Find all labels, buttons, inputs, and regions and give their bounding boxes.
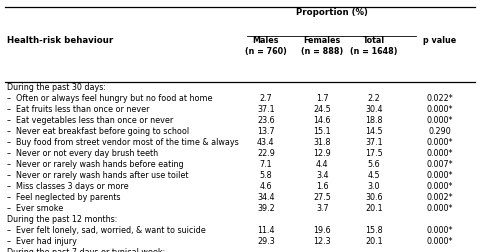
Text: –  Feel neglected by parents: – Feel neglected by parents [7,193,120,202]
Text: –  Buy food from street vendor most of the time & always: – Buy food from street vendor most of th… [7,138,239,147]
Text: –  Never or not every day brush teeth: – Never or not every day brush teeth [7,149,158,158]
Text: –  Never or rarely wash hands after use toilet: – Never or rarely wash hands after use t… [7,171,189,180]
Text: 22.9: 22.9 [257,149,275,158]
Text: 14.5: 14.5 [365,127,383,136]
Text: 43.4: 43.4 [257,138,275,147]
Text: 0.002*: 0.002* [427,193,453,202]
Text: 5.6: 5.6 [368,160,380,169]
Text: During the past 7 days or typical week:: During the past 7 days or typical week: [7,248,166,252]
Text: 27.5: 27.5 [313,193,331,202]
Text: –  Eat fruits less than once or never: – Eat fruits less than once or never [7,105,150,114]
Text: 1.6: 1.6 [316,182,329,191]
Text: 3.0: 3.0 [368,182,380,191]
Text: Health-risk behaviour: Health-risk behaviour [7,36,113,45]
Text: 15.8: 15.8 [365,226,383,235]
Text: 0.022*: 0.022* [427,94,453,103]
Text: 29.3: 29.3 [257,237,275,246]
Text: 5.8: 5.8 [260,171,272,180]
Text: 11.4: 11.4 [257,226,275,235]
Text: –  Eat vegetables less than once or never: – Eat vegetables less than once or never [7,116,173,125]
Text: 30.6: 30.6 [365,193,383,202]
Text: 3.7: 3.7 [316,204,329,213]
Text: 2.2: 2.2 [368,94,381,103]
Text: p value: p value [423,36,456,45]
Text: –  Never or rarely wash hands before eating: – Never or rarely wash hands before eati… [7,160,184,169]
Text: 0.000*: 0.000* [427,105,453,114]
Text: 31.8: 31.8 [313,138,331,147]
Text: 15.1: 15.1 [313,127,331,136]
Text: 37.1: 37.1 [365,138,383,147]
Text: 0.000*: 0.000* [427,237,453,246]
Text: 19.6: 19.6 [313,226,331,235]
Text: Females
(n = 888): Females (n = 888) [301,36,344,56]
Text: 1.7: 1.7 [316,94,329,103]
Text: 4.6: 4.6 [260,182,272,191]
Text: 34.4: 34.4 [257,193,275,202]
Text: 18.8: 18.8 [365,116,383,125]
Text: 23.6: 23.6 [257,116,275,125]
Text: –  Miss classes 3 days or more: – Miss classes 3 days or more [7,182,129,191]
Text: 3.4: 3.4 [316,171,329,180]
Text: 0.290: 0.290 [429,127,451,136]
Text: Males
(n = 760): Males (n = 760) [245,36,287,56]
Text: 0.000*: 0.000* [427,171,453,180]
Text: 0.000*: 0.000* [427,226,453,235]
Text: 14.6: 14.6 [313,116,331,125]
Text: 0.000*: 0.000* [427,149,453,158]
Text: 0.000*: 0.000* [427,204,453,213]
Text: –  Often or always feel hungry but no food at home: – Often or always feel hungry but no foo… [7,94,213,103]
Text: 20.1: 20.1 [365,237,383,246]
Text: During the past 30 days:: During the past 30 days: [7,83,106,92]
Text: –  Ever had injury: – Ever had injury [7,237,77,246]
Text: 0.000*: 0.000* [427,116,453,125]
Text: 13.7: 13.7 [257,127,275,136]
Text: 0.007*: 0.007* [427,160,453,169]
Text: 0.000*: 0.000* [427,182,453,191]
Text: 4.5: 4.5 [368,171,380,180]
Text: During the past 12 months:: During the past 12 months: [7,215,118,224]
Text: 37.1: 37.1 [257,105,275,114]
Text: 17.5: 17.5 [365,149,383,158]
Text: 30.4: 30.4 [365,105,383,114]
Text: Proportion (%): Proportion (%) [296,8,368,17]
Text: –  Never eat breakfast before going to school: – Never eat breakfast before going to sc… [7,127,189,136]
Text: 2.7: 2.7 [260,94,272,103]
Text: 12.3: 12.3 [313,237,331,246]
Text: 20.1: 20.1 [365,204,383,213]
Text: 7.1: 7.1 [260,160,272,169]
Text: –  Ever felt lonely, sad, worried, & want to suicide: – Ever felt lonely, sad, worried, & want… [7,226,206,235]
Text: 39.2: 39.2 [257,204,275,213]
Text: 24.5: 24.5 [313,105,331,114]
Text: Total
(n = 1648): Total (n = 1648) [350,36,398,56]
Text: 12.9: 12.9 [313,149,331,158]
Text: 4.4: 4.4 [316,160,329,169]
Text: 0.000*: 0.000* [427,138,453,147]
Text: –  Ever smoke: – Ever smoke [7,204,63,213]
